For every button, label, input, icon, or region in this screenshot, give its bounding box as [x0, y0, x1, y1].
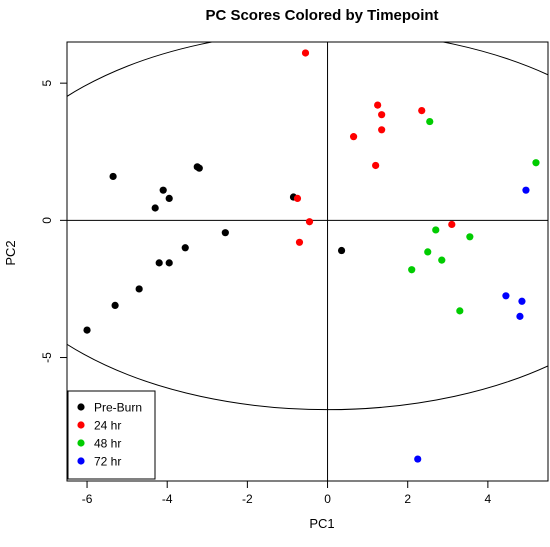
- data-point: [532, 159, 540, 167]
- data-point: [522, 186, 530, 194]
- data-point: [83, 326, 91, 334]
- data-point: [438, 256, 446, 264]
- data-point: [151, 204, 159, 212]
- data-point: [466, 233, 474, 241]
- x-tick-label: -4: [162, 492, 173, 506]
- data-point: [516, 312, 524, 320]
- y-tick-label: 5: [40, 80, 54, 87]
- legend-label: 48 hr: [94, 437, 121, 451]
- data-point: [408, 266, 416, 274]
- data-point: [111, 301, 119, 309]
- data-point: [295, 238, 304, 246]
- data-point: [195, 164, 203, 172]
- y-tick-label: -5: [40, 352, 54, 363]
- legend-label: 24 hr: [94, 419, 121, 433]
- data-point: [337, 246, 346, 255]
- data-point: [293, 194, 302, 202]
- x-axis-label: PC1: [309, 516, 334, 531]
- x-tick-label: 4: [485, 492, 492, 506]
- data-point: [372, 161, 380, 170]
- data-point: [378, 111, 386, 119]
- data-point: [378, 126, 386, 134]
- data-point: [414, 455, 422, 463]
- data-point: [159, 186, 167, 194]
- data-point: [448, 220, 456, 229]
- x-tick-label: 0: [324, 492, 331, 506]
- plot-frame: [66, 41, 549, 482]
- data-point: [349, 133, 358, 141]
- data-point: [502, 292, 510, 300]
- data-point: [155, 259, 163, 267]
- plot-area: -6 -4 -2 0 2 4 -5 0 5 Pre-Burn 24 hr 48 hr 72 hr: [40, 41, 549, 506]
- data-point: [305, 218, 314, 226]
- y-tick-label: 0: [40, 217, 54, 224]
- data-point: [165, 194, 173, 202]
- legend-marker: [77, 403, 85, 411]
- legend-label: 72 hr: [94, 455, 121, 469]
- chart-title: PC Scores Colored by Timepoint: [205, 7, 438, 24]
- y-axis-label: PC2: [3, 240, 18, 265]
- data-point: [426, 117, 434, 126]
- x-tick-label: 2: [404, 492, 411, 506]
- data-point: [418, 106, 426, 115]
- x-tick-label: -2: [242, 492, 253, 506]
- data-point: [181, 244, 189, 252]
- data-point: [424, 248, 432, 256]
- data-point: [301, 49, 310, 57]
- data-point: [374, 101, 382, 109]
- data-point: [109, 172, 117, 181]
- data-point: [432, 226, 440, 234]
- data-point: [135, 285, 143, 293]
- data-point: [165, 259, 173, 267]
- data-point: [221, 229, 229, 237]
- legend-marker: [77, 421, 85, 429]
- data-point: [518, 297, 526, 305]
- legend-label: Pre-Burn: [94, 401, 142, 415]
- legend-marker: [77, 439, 85, 447]
- legend-marker: [77, 457, 85, 465]
- data-point: [456, 307, 464, 315]
- x-tick-label: -6: [82, 492, 93, 506]
